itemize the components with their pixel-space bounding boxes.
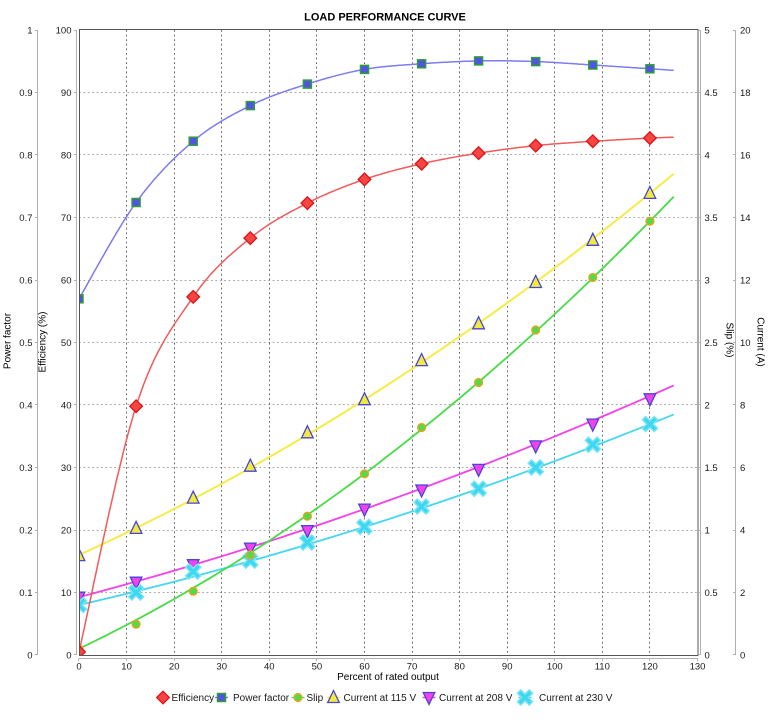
svg-text:0: 0 — [76, 662, 81, 673]
svg-text:0.9: 0.9 — [19, 88, 32, 99]
svg-text:16: 16 — [740, 150, 751, 161]
svg-text:120: 120 — [642, 662, 658, 673]
svg-text:8: 8 — [740, 400, 745, 411]
svg-text:Current (A): Current (A) — [755, 317, 766, 366]
svg-text:70: 70 — [61, 213, 72, 224]
svg-text:0.4: 0.4 — [19, 400, 32, 411]
svg-text:100: 100 — [56, 25, 72, 36]
svg-text:20: 20 — [169, 662, 180, 673]
svg-text:0.1: 0.1 — [19, 588, 32, 599]
svg-text:70: 70 — [407, 662, 418, 673]
svg-text:12: 12 — [740, 275, 751, 286]
svg-text:30: 30 — [61, 463, 72, 474]
svg-text:0.2: 0.2 — [19, 525, 32, 536]
svg-text:0: 0 — [705, 650, 710, 661]
svg-text:4.5: 4.5 — [705, 88, 718, 99]
svg-text:Slip: Slip — [307, 693, 324, 704]
svg-text:0.7: 0.7 — [19, 213, 32, 224]
svg-text:130: 130 — [690, 662, 706, 673]
svg-text:10: 10 — [121, 662, 132, 673]
svg-text:60: 60 — [359, 662, 370, 673]
svg-text:Efficiency (%): Efficiency (%) — [38, 312, 49, 373]
svg-text:0: 0 — [740, 650, 745, 661]
svg-text:0.3: 0.3 — [19, 463, 32, 474]
svg-text:20: 20 — [61, 525, 72, 536]
svg-text:0.6: 0.6 — [19, 275, 32, 286]
svg-text:0.8: 0.8 — [19, 150, 32, 161]
svg-text:2: 2 — [705, 400, 710, 411]
svg-text:Current at 115 V: Current at 115 V — [344, 693, 417, 704]
svg-text:4: 4 — [740, 525, 745, 536]
svg-text:14: 14 — [740, 213, 751, 224]
svg-text:1: 1 — [705, 525, 710, 536]
svg-text:4: 4 — [705, 150, 710, 161]
svg-text:LOAD PERFORMANCE CURVE: LOAD PERFORMANCE CURVE — [304, 12, 466, 24]
svg-text:10: 10 — [740, 338, 751, 349]
svg-text:0.5: 0.5 — [705, 588, 718, 599]
svg-text:50: 50 — [312, 662, 323, 673]
svg-text:3.5: 3.5 — [705, 213, 718, 224]
svg-text:100: 100 — [547, 662, 563, 673]
svg-text:0.5: 0.5 — [19, 338, 32, 349]
svg-text:5: 5 — [705, 25, 710, 36]
svg-text:Percent of rated output: Percent of rated output — [337, 672, 439, 683]
svg-text:Efficiency: Efficiency — [172, 693, 215, 704]
svg-text:0: 0 — [66, 650, 71, 661]
svg-text:1: 1 — [27, 25, 32, 36]
svg-text:3: 3 — [705, 275, 710, 286]
svg-text:Power factor: Power factor — [233, 693, 290, 704]
svg-text:90: 90 — [61, 88, 72, 99]
svg-text:2.5: 2.5 — [705, 338, 718, 349]
svg-text:40: 40 — [61, 400, 72, 411]
svg-text:50: 50 — [61, 338, 72, 349]
svg-text:6: 6 — [740, 463, 745, 474]
svg-text:30: 30 — [216, 662, 227, 673]
svg-text:20: 20 — [740, 25, 751, 36]
svg-text:1.5: 1.5 — [705, 463, 718, 474]
svg-text:80: 80 — [454, 662, 465, 673]
svg-text:Current at 208 V: Current at 208 V — [439, 693, 513, 704]
svg-text:60: 60 — [61, 275, 72, 286]
svg-text:Slip (%): Slip (%) — [724, 322, 735, 357]
svg-text:0: 0 — [27, 650, 32, 661]
svg-text:Power factor: Power factor — [3, 312, 14, 369]
svg-text:110: 110 — [595, 662, 610, 673]
svg-text:10: 10 — [61, 588, 72, 599]
svg-text:2: 2 — [740, 588, 745, 599]
svg-text:18: 18 — [740, 88, 751, 99]
svg-text:90: 90 — [502, 662, 513, 673]
svg-text:80: 80 — [61, 150, 72, 161]
svg-text:40: 40 — [264, 662, 275, 673]
svg-text:Current at 230 V: Current at 230 V — [539, 693, 613, 704]
